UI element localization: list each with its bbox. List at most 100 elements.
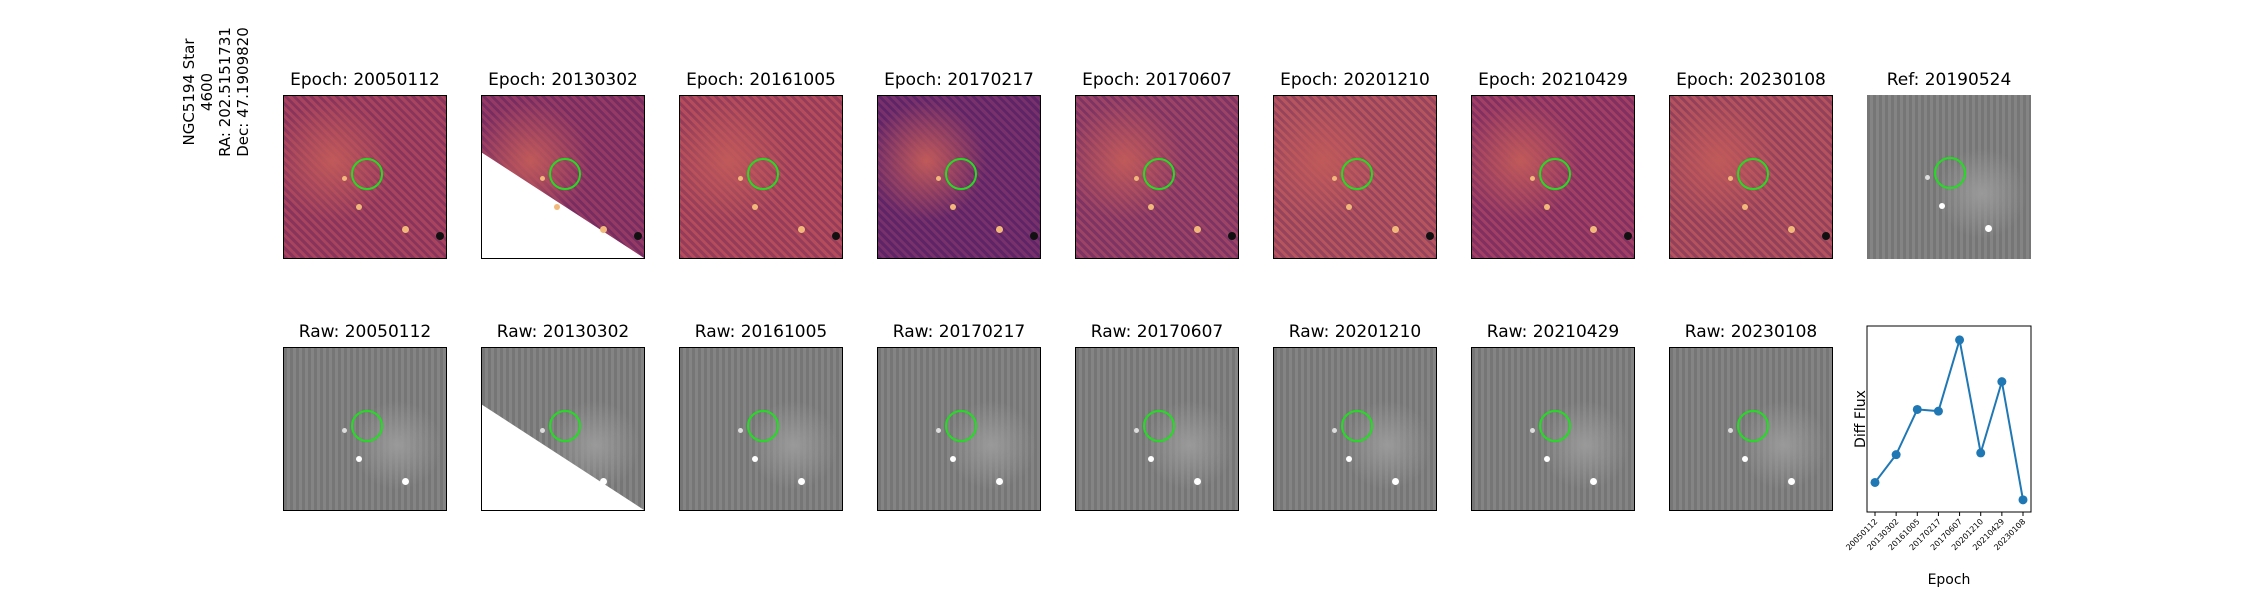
raw-cutout-image <box>481 347 645 511</box>
difference-cutout-image <box>481 95 645 259</box>
y-axis-label: Diff Flux <box>1853 390 1869 448</box>
negative-residual <box>832 232 840 240</box>
point-source <box>356 204 362 210</box>
point-source <box>1194 226 1201 233</box>
difference-panel: Epoch: 20050112 <box>283 70 447 270</box>
point-source <box>1392 226 1399 233</box>
point-source <box>738 428 743 433</box>
raw-cutout-image <box>1075 347 1239 511</box>
plot-frame <box>1866 325 2032 513</box>
raw-panel-title: Raw: 20170217 <box>892 322 1026 342</box>
negative-residual <box>634 232 642 240</box>
difference-cutout-image <box>1669 95 1833 259</box>
raw-panel-title: Raw: 20161005 <box>694 322 828 342</box>
target-circle-marker <box>945 410 977 442</box>
point-source <box>1788 478 1795 485</box>
negative-residual <box>1822 232 1830 240</box>
raw-panel: Raw: 20050112 <box>283 322 447 522</box>
negative-residual <box>1030 232 1038 240</box>
point-source <box>1530 176 1535 181</box>
point-source <box>1925 175 1930 180</box>
target-circle-marker <box>747 410 779 442</box>
point-source <box>1134 428 1139 433</box>
raw-cutout-image <box>1669 347 1833 511</box>
target-circle-marker <box>1539 158 1571 190</box>
point-source <box>1194 478 1201 485</box>
target-circle-marker <box>747 158 779 190</box>
raw-panel-title: Raw: 20050112 <box>298 322 432 342</box>
raw-cutout-image <box>1471 347 1635 511</box>
data-point <box>1976 448 1986 458</box>
difference-cutout-image <box>283 95 447 259</box>
point-source <box>342 428 347 433</box>
star-name: NGC5194 Star 4600 <box>180 38 216 146</box>
reference-cutout-image <box>1867 95 2031 259</box>
data-point <box>1955 335 1965 345</box>
raw-cutout-image <box>1273 347 1437 511</box>
difference-cutout-image <box>679 95 843 259</box>
difference-panel-title: Epoch: 20210429 <box>1478 70 1628 90</box>
point-source <box>1742 204 1748 210</box>
raw-cutout-image <box>679 347 843 511</box>
point-source <box>996 478 1003 485</box>
point-source <box>950 204 956 210</box>
point-source <box>936 428 941 433</box>
point-source <box>798 478 805 485</box>
reference-panel: Ref: 20190524 <box>1867 70 2031 270</box>
difference-panel: Epoch: 20161005 <box>679 70 843 270</box>
difference-panel: Epoch: 20170217 <box>877 70 1041 270</box>
difference-cutout-image <box>1075 95 1239 259</box>
target-circle-marker <box>1143 158 1175 190</box>
difference-panel: Epoch: 20170607 <box>1075 70 1239 270</box>
point-source <box>936 176 941 181</box>
target-circle-marker <box>351 410 383 442</box>
point-source <box>402 478 409 485</box>
x-axis-label: Epoch <box>1928 572 1971 588</box>
difference-panel-title: Epoch: 20170607 <box>1082 70 1232 90</box>
point-source <box>752 456 758 462</box>
point-source <box>600 478 607 485</box>
difference-cutout-image <box>1471 95 1635 259</box>
data-point <box>1870 477 1880 487</box>
point-source <box>1392 478 1399 485</box>
point-source <box>1590 226 1597 233</box>
target-circle-marker <box>1934 157 1966 189</box>
point-source <box>356 456 362 462</box>
difference-panel-title: Epoch: 20170217 <box>884 70 1034 90</box>
raw-panel: Raw: 20130302 <box>481 322 645 522</box>
light-curve-chart: 2005011220130302201610052017021720170607… <box>1844 325 2032 588</box>
difference-panel-title: Epoch: 20230108 <box>1676 70 1826 90</box>
raw-panel: Raw: 20170217 <box>877 322 1041 522</box>
difference-panel-title: Epoch: 20130302 <box>488 70 638 90</box>
data-point <box>1912 404 1922 414</box>
star-ra: RA: 202.5151731 <box>216 27 234 157</box>
reference-panel-title: Ref: 20190524 <box>1886 70 2012 90</box>
point-source <box>1939 203 1945 209</box>
point-source <box>1544 204 1550 210</box>
point-source <box>1728 176 1733 181</box>
difference-panel: Epoch: 20201210 <box>1273 70 1437 270</box>
point-source <box>342 176 347 181</box>
target-circle-marker <box>1341 410 1373 442</box>
negative-residual <box>1624 232 1632 240</box>
series-line <box>1874 339 2024 501</box>
raw-panel-title: Raw: 20170607 <box>1090 322 1224 342</box>
point-source <box>738 176 743 181</box>
negative-residual <box>436 232 444 240</box>
point-source <box>540 176 545 181</box>
data-point <box>1891 450 1901 460</box>
point-source <box>752 204 758 210</box>
target-circle-marker <box>945 158 977 190</box>
star-identifier-label: NGC5194 Star 4600 RA: 202.5151731 Dec: 4… <box>180 22 252 162</box>
point-source <box>1134 176 1139 181</box>
raw-panel: Raw: 20170607 <box>1075 322 1239 522</box>
difference-panel: Epoch: 20210429 <box>1471 70 1635 270</box>
point-source <box>554 456 560 462</box>
raw-cutout-image <box>877 347 1041 511</box>
point-source <box>600 226 607 233</box>
point-source <box>554 204 560 210</box>
raw-panel: Raw: 20161005 <box>679 322 843 522</box>
negative-residual <box>1426 232 1434 240</box>
raw-panel: Raw: 20230108 <box>1669 322 1833 522</box>
data-point <box>1933 406 1943 416</box>
